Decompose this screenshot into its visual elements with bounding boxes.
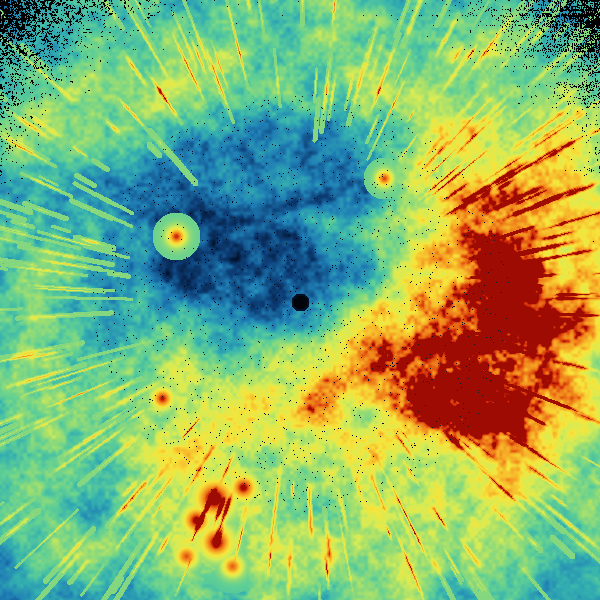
intensity-map-figure: [0, 0, 600, 600]
intensity-heatmap-canvas: [0, 0, 600, 600]
